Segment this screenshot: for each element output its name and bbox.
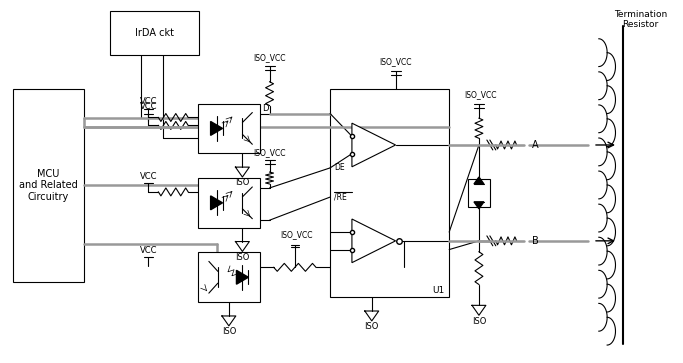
Text: D: D bbox=[262, 104, 269, 113]
Text: A: A bbox=[531, 140, 538, 150]
Text: ISO: ISO bbox=[235, 179, 249, 187]
Polygon shape bbox=[210, 196, 223, 210]
Text: ISO: ISO bbox=[365, 322, 379, 331]
Text: VCC: VCC bbox=[140, 97, 157, 106]
Text: ISO: ISO bbox=[222, 327, 236, 337]
Text: ISO: ISO bbox=[472, 317, 486, 326]
Text: VCC: VCC bbox=[140, 172, 157, 180]
Text: /RE: /RE bbox=[334, 193, 347, 201]
Polygon shape bbox=[236, 270, 249, 284]
Text: ISO_VCC: ISO_VCC bbox=[379, 57, 412, 66]
Bar bbox=[12, 89, 84, 282]
Polygon shape bbox=[352, 123, 395, 167]
Text: DE: DE bbox=[334, 163, 345, 172]
Bar bbox=[198, 103, 260, 153]
Polygon shape bbox=[474, 177, 484, 184]
Text: IrDA ckt: IrDA ckt bbox=[135, 28, 174, 38]
Polygon shape bbox=[474, 202, 484, 209]
Text: VCC: VCC bbox=[140, 246, 157, 255]
Text: Termination
Resistor: Termination Resistor bbox=[614, 9, 667, 29]
Bar bbox=[330, 89, 449, 297]
Text: U1: U1 bbox=[432, 286, 444, 295]
Polygon shape bbox=[352, 219, 395, 263]
Bar bbox=[468, 179, 490, 207]
Text: VCC: VCC bbox=[140, 102, 157, 111]
Text: B: B bbox=[531, 236, 538, 246]
Text: ISO_VCC: ISO_VCC bbox=[464, 90, 497, 99]
Bar bbox=[110, 11, 199, 55]
Bar bbox=[198, 252, 260, 302]
Text: ISO: ISO bbox=[235, 253, 249, 262]
Text: MCU
and Related
Circuitry: MCU and Related Circuitry bbox=[19, 169, 78, 202]
Text: ISO_VCC: ISO_VCC bbox=[253, 148, 285, 157]
Text: ISO_VCC: ISO_VCC bbox=[281, 230, 313, 239]
Polygon shape bbox=[210, 122, 223, 135]
Bar bbox=[198, 178, 260, 228]
Text: ISO_VCC: ISO_VCC bbox=[253, 53, 285, 62]
